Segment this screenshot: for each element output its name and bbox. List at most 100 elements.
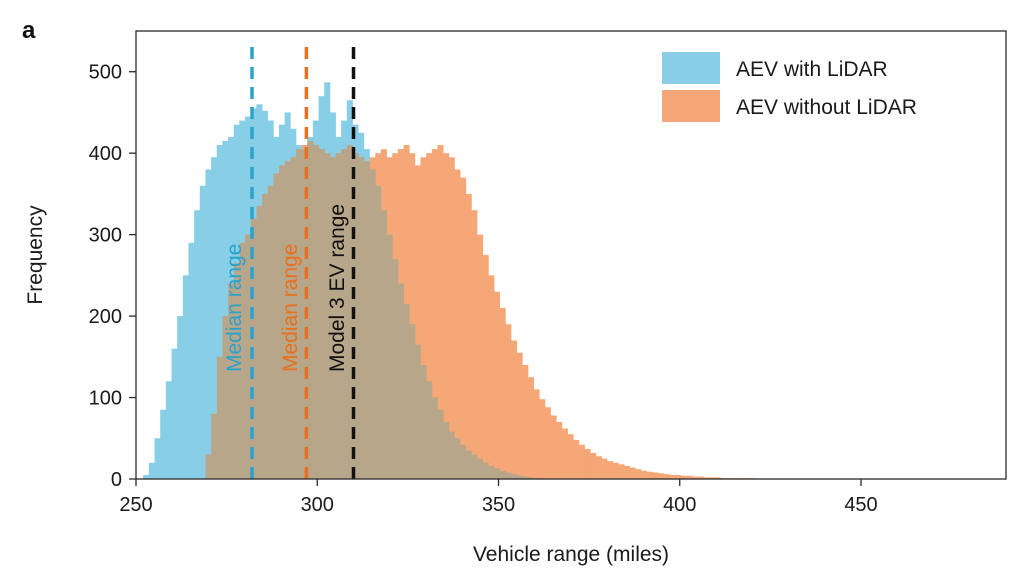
overlap-bar <box>420 364 427 479</box>
with-lidar-bar <box>222 140 229 479</box>
x-axis-ticks: 250 300 350 400 450 <box>119 479 878 516</box>
with-lidar-bar <box>143 474 150 479</box>
with-lidar-bar <box>177 316 184 479</box>
panel-label: a <box>22 17 36 44</box>
without-lidar-bar <box>550 415 557 479</box>
overlap-bar <box>256 206 263 479</box>
overlap-bar <box>488 465 495 479</box>
without-lidar-bar <box>494 291 501 479</box>
x-tick-label: 450 <box>844 494 877 516</box>
without-lidar-bar <box>471 210 478 479</box>
with-lidar-bar <box>171 348 178 479</box>
overlap-bar <box>307 140 314 479</box>
overlap-bar <box>205 454 212 479</box>
annotation-median-with-lidar: Median range <box>223 244 246 372</box>
without-lidar-bar <box>556 421 563 479</box>
overlap-bar <box>352 153 359 479</box>
with-lidar-bar <box>160 409 167 479</box>
x-tick-label: 250 <box>119 494 152 516</box>
legend: AEV with LiDAR AEV without LiDAR <box>662 52 917 122</box>
without-lidar-bar <box>703 477 710 479</box>
y-tick-label: 300 <box>89 225 122 247</box>
y-tick-label: 500 <box>89 62 122 84</box>
with-lidar-bar <box>188 242 195 479</box>
overlap-bar <box>499 470 506 479</box>
without-lidar-bar <box>527 377 534 479</box>
overlap-bar <box>341 149 348 480</box>
without-lidar-bar <box>561 428 568 479</box>
without-lidar-bar <box>641 470 648 479</box>
without-lidar-bar <box>686 475 693 479</box>
without-lidar-bar <box>624 465 631 479</box>
overlap-bar <box>222 316 229 479</box>
without-lidar-bar <box>584 448 591 479</box>
overlap-bar <box>477 458 484 479</box>
without-lidar-bar <box>409 153 416 479</box>
plot-frame <box>135 30 1007 480</box>
with-lidar-bar <box>165 381 172 479</box>
overlap-bar <box>516 475 523 479</box>
y-axis-ticks: 0 100 200 300 400 500 <box>89 62 136 491</box>
without-lidar-bar <box>658 473 665 479</box>
y-tick-label: 200 <box>89 306 122 328</box>
without-lidar-bar <box>601 458 608 479</box>
legend-label-with-lidar: AEV with LiDAR <box>736 58 888 81</box>
with-lidar-bar <box>211 157 218 479</box>
overlap-bar <box>296 149 303 480</box>
legend-swatch-with-lidar <box>662 52 720 84</box>
y-tick-label: 400 <box>89 143 122 165</box>
overlap-bar <box>527 477 534 479</box>
without-lidar-bar <box>714 477 721 479</box>
with-lidar-bar <box>205 169 212 479</box>
overlap-bar <box>380 210 387 479</box>
without-lidar-bar <box>505 324 512 479</box>
without-lidar-bar <box>635 469 642 479</box>
overlap-bar <box>375 185 382 479</box>
legend-label-without-lidar: AEV without LiDAR <box>736 96 917 119</box>
overlap-bar <box>250 218 257 479</box>
without-lidar-bar <box>680 475 687 479</box>
x-tick-label: 300 <box>301 494 334 516</box>
without-lidar-bar <box>414 165 421 479</box>
without-lidar-bar <box>544 407 551 479</box>
overlap-bar <box>279 165 286 479</box>
overlap-bar <box>363 161 370 479</box>
without-lidar-bar <box>573 439 580 479</box>
without-lidar-bar <box>420 157 427 479</box>
without-lidar-bar <box>663 474 670 479</box>
overlap-bar <box>437 409 444 479</box>
overlap-bar <box>510 474 518 479</box>
overlap-bar <box>369 169 376 479</box>
overlap-bar <box>522 476 529 479</box>
without-lidar-bar <box>426 153 433 479</box>
overlap-bar <box>454 438 461 479</box>
overlap-bar <box>443 421 450 479</box>
with-lidar-bar <box>194 210 201 479</box>
without-lidar-bar <box>674 474 682 479</box>
overlap-bar <box>211 413 218 479</box>
with-lidar-bar <box>199 185 206 479</box>
overlap-bar <box>239 242 246 479</box>
without-lidar-bar <box>448 157 455 479</box>
overlap-bar <box>233 263 240 479</box>
without-lidar-bar <box>652 472 659 479</box>
overlap-bar <box>403 303 410 479</box>
with-lidar-bar <box>216 145 223 480</box>
overlap-bar <box>431 397 438 479</box>
without-lidar-bar <box>482 255 489 479</box>
without-lidar-bar <box>697 476 704 479</box>
y-tick-label: 0 <box>111 469 122 491</box>
without-lidar-bar <box>516 352 523 479</box>
with-lidar-bar <box>148 462 155 479</box>
x-axis-label: Vehicle range (miles) <box>473 543 669 566</box>
overlap-bar <box>284 161 291 479</box>
overlap-bar <box>324 153 331 479</box>
y-tick-label: 100 <box>89 388 122 410</box>
overlap-bar <box>414 344 421 479</box>
without-lidar-bar <box>488 275 495 479</box>
overlap-bar <box>335 153 342 479</box>
overlap-bar <box>465 450 472 479</box>
without-lidar-bar <box>499 307 506 479</box>
x-tick-label: 400 <box>663 494 696 516</box>
